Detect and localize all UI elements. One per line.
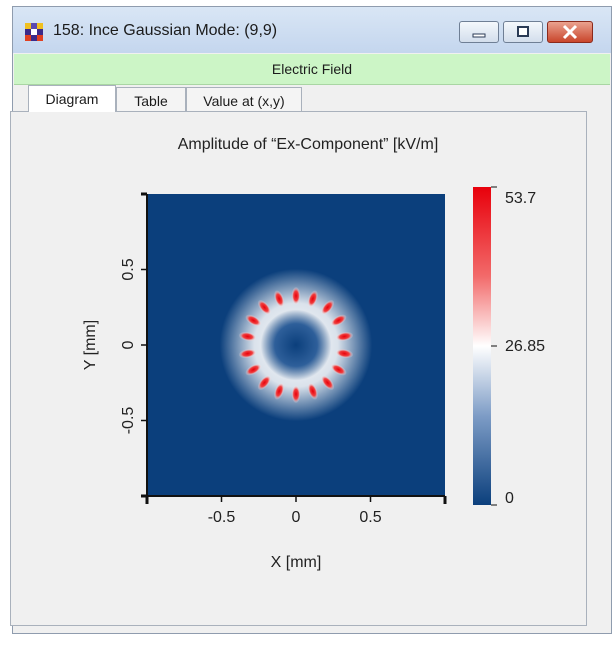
ring-lobe <box>257 299 272 315</box>
y-axis-label: Y [mm] <box>82 320 99 370</box>
app-icon <box>25 23 43 41</box>
tab-value-at-xy[interactable]: Value at (x,y) <box>186 87 302 111</box>
axes: -0.5 0 0.5 -0.5 0 0.5 <box>120 192 447 526</box>
tab-table[interactable]: Table <box>116 87 186 111</box>
close-button[interactable] <box>547 21 593 43</box>
plot-area <box>147 194 445 496</box>
colorbar-tick-label: 0 <box>505 490 514 507</box>
chart-title: Amplitude of “Ex-Component” [kV/m] <box>178 136 439 153</box>
ring-lobe <box>335 348 354 359</box>
ring-lobe <box>238 331 257 342</box>
colorbar <box>473 187 491 505</box>
tab-diagram[interactable]: Diagram <box>28 85 116 112</box>
x-tick-label: 0.5 <box>359 509 381 526</box>
ring-lobe <box>320 299 335 315</box>
minimize-icon <box>472 33 486 38</box>
y-tick-label: -0.5 <box>120 407 137 435</box>
field-header: Electric Field <box>14 54 610 85</box>
ring-lobe <box>307 382 319 400</box>
amplitude-chart: Amplitude of “Ex-Component” [kV/m] -0.5 0… <box>82 136 545 571</box>
ring-lobe <box>273 382 285 400</box>
colorbar-ticks: 53.7 26.85 0 <box>491 186 545 507</box>
ring-lobe <box>245 363 262 376</box>
y-tick-label: 0.5 <box>120 258 137 280</box>
minimize-button[interactable] <box>459 21 499 43</box>
maximize-button[interactable] <box>503 21 543 43</box>
header-title: Electric Field <box>271 61 353 77</box>
ring-lobe <box>291 385 301 404</box>
ring-lobe <box>257 375 272 391</box>
colorbar-tick-label: 53.7 <box>505 190 536 207</box>
close-icon <box>562 24 578 40</box>
ring-lobe <box>335 331 354 342</box>
ring-lobe <box>330 363 347 376</box>
ring-core <box>260 309 332 381</box>
colorbar-tick-label: 26.85 <box>505 338 545 355</box>
x-tick-label: 0 <box>292 509 301 526</box>
ring-lobe <box>273 290 285 308</box>
x-axis-label: X [mm] <box>271 554 322 571</box>
x-tick-label: -0.5 <box>208 509 236 526</box>
title-bar[interactable]: 158: Ince Gaussian Mode: (9,9) <box>13 7 611 53</box>
y-tick-label: 0 <box>120 340 137 349</box>
ring-lobe <box>320 375 335 391</box>
ring-lobe <box>307 290 319 308</box>
ring-lobe <box>238 348 257 359</box>
ring-lobe <box>291 286 301 305</box>
maximize-icon <box>517 26 529 37</box>
diagram-panel: Amplitude of “Ex-Component” [kV/m] -0.5 0… <box>10 111 587 626</box>
ring-lobe <box>245 314 262 327</box>
window-title: 158: Ince Gaussian Mode: (9,9) <box>53 22 278 39</box>
ring-lobe <box>330 314 347 327</box>
mode-ring <box>219 268 373 422</box>
